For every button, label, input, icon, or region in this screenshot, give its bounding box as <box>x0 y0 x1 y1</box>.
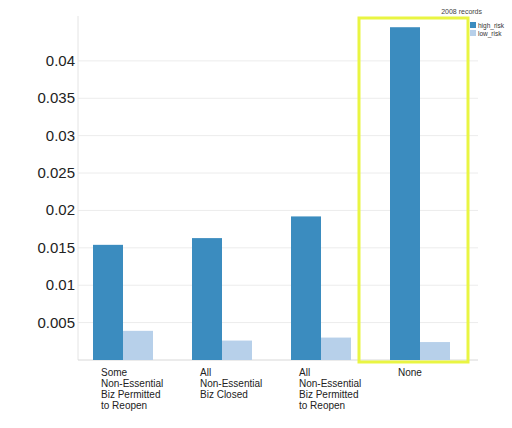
legend-swatch <box>470 22 476 28</box>
bar <box>222 341 252 360</box>
x-tick-label-line: Biz Permitted <box>299 389 358 400</box>
bar <box>390 27 420 360</box>
y-tick-label: 0.005 <box>37 314 75 331</box>
highlight-box <box>359 18 468 362</box>
x-tick-label-line: to Reopen <box>299 400 345 411</box>
x-tick-label-line: Non-Essential <box>200 378 262 389</box>
y-tick-label: 0.025 <box>37 164 75 181</box>
bar <box>291 216 321 360</box>
legend-label: high_risk <box>478 22 505 30</box>
bar <box>420 342 450 360</box>
x-tick-label: None <box>398 367 422 378</box>
y-tick-label: 0.03 <box>46 127 75 144</box>
bar <box>93 245 123 360</box>
record-count: 2008 records <box>441 8 482 15</box>
x-tick-label-line: All <box>299 367 310 378</box>
x-tick-label: AllNon-EssentialBiz Permittedto Reopen <box>299 367 361 411</box>
legend-swatch <box>470 30 476 36</box>
x-tick-label-line: All <box>200 367 211 378</box>
x-tick-label-line: Non-Essential <box>299 378 361 389</box>
x-tick-label: SomeNon-EssentialBiz Permittedto Reopen <box>101 367 163 411</box>
chart: 0.005 0.01 0.015 0.02 0.025 0.03 0.035 0.04 Some… <box>0 0 512 428</box>
y-tick-label: 0.04 <box>46 52 75 69</box>
y-tick-label: 0.02 <box>46 201 75 218</box>
y-tick-label: 0.01 <box>46 276 75 293</box>
x-tick-label-line: Some <box>101 367 128 378</box>
y-tick-label: 0.035 <box>37 89 75 106</box>
x-tick-label-line: None <box>398 367 422 378</box>
x-tick-label: AllNon-EssentialBiz Closed <box>200 367 262 400</box>
bars <box>93 27 450 360</box>
y-tick-label: 0.015 <box>37 239 75 256</box>
x-tick-label-line: Biz Closed <box>200 389 248 400</box>
x-tick-label-line: Biz Permitted <box>101 389 160 400</box>
bar <box>321 338 351 360</box>
x-tick-label-line: to Reopen <box>101 400 147 411</box>
x-tick-label-line: Non-Essential <box>101 378 163 389</box>
legend-label: low_risk <box>478 30 502 38</box>
bar <box>123 331 153 360</box>
y-axis-line <box>78 16 79 360</box>
bar <box>192 238 222 360</box>
